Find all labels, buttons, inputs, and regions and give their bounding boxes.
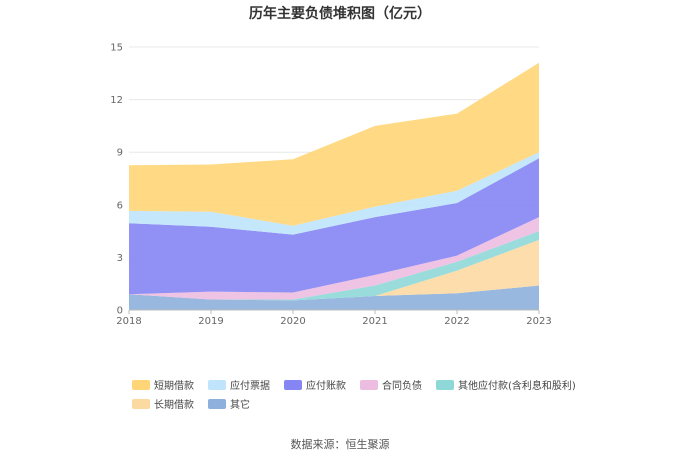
area-layers [129,62,539,310]
legend-swatch [132,380,150,390]
legend-label: 短期借款 [154,379,194,392]
legend-label: 长期借款 [154,398,194,411]
legend-swatch [284,380,302,390]
legend-swatch [208,380,226,390]
legend-swatch [436,380,454,390]
x-tick-label: 2021 [362,316,387,327]
area-series-其它 [129,285,539,310]
area-series-合同负债 [129,217,539,300]
legend-label: 应付账款 [306,379,346,392]
legend-label: 合同负债 [382,379,422,392]
legend-label: 其他应付款(含利息和股利) [458,379,576,392]
area-series-短期借款 [129,62,539,226]
y-tick-label: 9 [117,148,123,159]
x-tick-label: 2019 [198,316,223,327]
legend-item: 短期借款 [132,379,194,392]
legend: 短期借款 应付票据 应付账款 合同负债 其他应付款(含利息和股利) 长期借款 其它 [132,379,576,411]
legend-swatch [208,399,226,409]
chart-title: 历年主要负债堆积图（亿元） [249,5,431,22]
y-tick-label: 15 [110,43,123,54]
y-tick-label: 0 [117,306,123,317]
legend-item: 合同负债 [360,379,422,392]
data-source-label: 数据来源：恒生聚源 [290,438,390,451]
legend-item: 应付票据 [208,379,270,392]
y-tick-label: 3 [117,253,123,264]
legend-swatch [360,380,378,390]
area-series-应付票据 [129,152,539,235]
legend-item: 应付账款 [284,379,346,392]
y-tick-label: 12 [110,95,123,106]
legend-label: 应付票据 [230,379,270,392]
axes: 0 3 6 9 12 15 2018 2019 2020 2021 2022 2023 [110,43,551,328]
y-tick-label: 6 [117,200,123,211]
x-tick-label: 2022 [444,316,469,327]
area-series-长期借款 [129,239,539,301]
x-tick-label: 2023 [526,316,551,327]
x-tick-label: 2018 [116,316,141,327]
legend-item: 其它 [208,398,250,411]
legend-item: 长期借款 [132,398,194,411]
legend-label: 其它 [230,398,250,411]
area-series-其他应付款(含利息和股利) [129,231,539,301]
x-tick-label: 2020 [280,316,305,327]
legend-swatch [132,399,150,409]
area-series-应付账款 [129,158,539,295]
legend-item: 其他应付款(含利息和股利) [436,379,576,392]
